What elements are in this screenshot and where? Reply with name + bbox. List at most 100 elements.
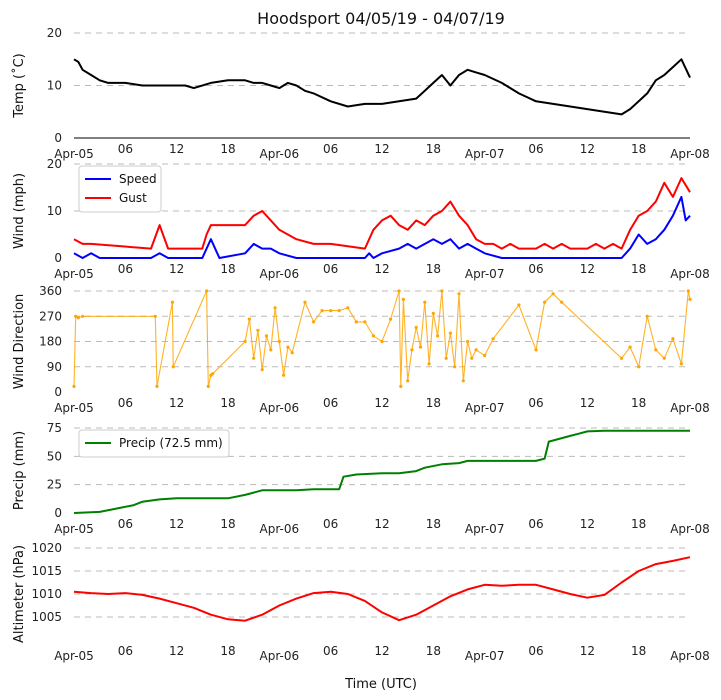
x-tick-label: Apr-05	[54, 401, 94, 415]
series-line-gust	[73, 177, 691, 250]
data-point-direction	[453, 365, 457, 369]
data-point-direction	[363, 320, 367, 324]
data-point-direction	[461, 379, 465, 383]
x-tick-label: 12	[169, 396, 184, 410]
y-tick-label: 1010	[31, 587, 62, 601]
data-point-direction	[277, 339, 281, 344]
x-tick-label: 06	[323, 142, 338, 156]
x-tick-label: 18	[220, 396, 235, 410]
data-point-direction	[170, 300, 174, 304]
x-tick-label: 12	[580, 142, 595, 156]
x-tick-label: 12	[374, 142, 389, 156]
x-tick-label: 18	[631, 396, 646, 410]
x-tick-label: Apr-06	[260, 401, 300, 415]
data-point-direction	[329, 309, 333, 313]
x-tick-label: 06	[528, 142, 543, 156]
x-tick-label: 18	[631, 644, 646, 658]
data-point-direction	[286, 345, 290, 349]
legend: Speed Gust	[78, 165, 162, 213]
data-point-direction	[303, 300, 307, 304]
data-point-direction	[171, 365, 175, 369]
x-tick-label: 12	[374, 644, 389, 658]
data-point-direction	[444, 356, 448, 360]
data-point-direction	[205, 289, 209, 293]
x-tick-label: 12	[374, 262, 389, 276]
y-tick-label: 20	[47, 26, 62, 40]
y-tick-label: 75	[47, 421, 62, 435]
x-tick-label: 06	[118, 142, 133, 156]
x-tick-label: 12	[580, 396, 595, 410]
x-tick-label: 06	[323, 262, 338, 276]
x-tick-label: Apr-06	[260, 649, 300, 663]
x-tick-label: 18	[631, 142, 646, 156]
series-line-precip	[73, 429, 690, 514]
legend: Precip (72.5 mm)	[78, 429, 230, 458]
y-tick-label: 90	[47, 360, 62, 374]
panel-direction: 0 90 180 270 360 Apr-05 06 12 18 Apr-06 06 12 18 Apr-…	[12, 284, 710, 415]
data-point-direction	[440, 289, 444, 293]
x-tick-label: 12	[169, 262, 184, 276]
x-tick-label: Apr-06	[260, 267, 300, 281]
data-point-direction	[320, 309, 324, 313]
x-tick-label: 18	[220, 517, 235, 531]
y-tick-label: 10	[47, 204, 62, 218]
y-tick-label: 1015	[31, 564, 62, 578]
y-tick-label: 0	[54, 251, 62, 265]
y-tick-label: 50	[47, 449, 62, 463]
data-point-direction	[72, 384, 76, 388]
panel-precip: 0 25 50 75 Apr-05 06 12 18 Apr-06 06 12 18 Apr-07 06 1…	[12, 421, 710, 536]
data-point-direction	[354, 320, 358, 324]
data-point-direction	[427, 362, 431, 366]
y-tick-label: 0	[54, 131, 62, 145]
x-tick-label: Apr-08	[670, 147, 710, 161]
data-point-direction	[410, 348, 414, 352]
x-tick-label: Apr-06	[260, 522, 300, 536]
x-tick-label: 18	[426, 517, 441, 531]
x-tick-label: 18	[631, 262, 646, 276]
data-point-direction	[654, 348, 658, 352]
x-tick-label: Apr-07	[465, 267, 505, 281]
data-point-direction	[399, 384, 403, 388]
data-point-direction	[247, 317, 251, 321]
x-tick-label: 06	[323, 517, 338, 531]
y-tick-label: 360	[39, 284, 62, 298]
x-tick-label: 12	[374, 517, 389, 531]
data-point-direction	[671, 337, 675, 341]
x-tick-label: Apr-05	[54, 147, 94, 161]
y-tick-label: 270	[39, 309, 62, 323]
y-axis-label: Temp (˚C)	[11, 53, 27, 119]
data-point-direction	[620, 356, 624, 360]
data-point-direction	[337, 309, 341, 313]
data-point-direction	[346, 306, 350, 310]
data-point-direction	[483, 353, 487, 358]
x-tick-label: 18	[220, 142, 235, 156]
y-axis-label: Wind (mph)	[12, 173, 27, 249]
data-point-direction	[457, 292, 461, 296]
legend-box	[78, 165, 162, 213]
x-tick-label: 18	[426, 262, 441, 276]
x-tick-label: 12	[374, 396, 389, 410]
data-point-direction	[436, 334, 440, 338]
chart-title: Hoodsport 04/05/19 - 04/07/19	[257, 9, 505, 28]
y-tick-label: 25	[47, 478, 62, 492]
data-point-direction	[543, 300, 547, 304]
data-point-direction	[686, 289, 690, 293]
x-tick-label: 18	[631, 517, 646, 531]
data-point-direction	[76, 316, 80, 320]
x-tick-label: Apr-07	[465, 147, 505, 161]
data-point-direction	[74, 314, 78, 318]
x-tick-label: Apr-08	[670, 649, 710, 663]
x-tick-label: 12	[169, 517, 184, 531]
data-point-direction	[448, 331, 452, 335]
y-axis-label: Altimeter (hPa)	[12, 545, 27, 643]
data-point-direction	[155, 384, 159, 388]
series-line-speed	[73, 195, 691, 259]
x-tick-label: Apr-08	[670, 401, 710, 415]
data-point-direction	[243, 339, 247, 344]
data-point-direction	[389, 317, 393, 321]
data-point-direction	[466, 339, 470, 344]
x-tick-label: 18	[426, 142, 441, 156]
x-tick-label: 12	[580, 262, 595, 276]
data-point-direction	[551, 292, 555, 296]
y-tick-label: 20	[47, 157, 62, 171]
